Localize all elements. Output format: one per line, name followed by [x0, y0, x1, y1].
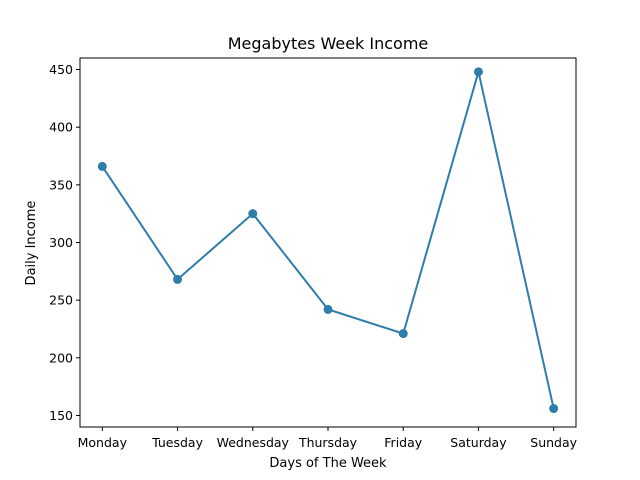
y-axis: 150 200 250 300 350 400 450 [49, 62, 80, 423]
x-tick-label: Wednesday [217, 435, 290, 450]
y-tick-label: 400 [49, 120, 73, 135]
plot-area [79, 57, 577, 428]
data-point [549, 404, 559, 414]
chart-title: Megabytes Week Income [228, 34, 429, 53]
x-tick-label: Thursday [298, 435, 358, 450]
x-axis: Monday Tuesday Wednesday Thursday Friday Satu… [78, 427, 578, 450]
x-tick-label: Friday [384, 435, 422, 450]
series-line [101, 71, 555, 409]
data-point [323, 304, 333, 314]
y-tick-label: 250 [49, 293, 73, 308]
data-point [97, 161, 107, 171]
x-tick-label: Tuesday [151, 435, 203, 450]
y-tick-label: 300 [49, 235, 73, 250]
y-tick-label: 450 [49, 62, 73, 77]
data-point [398, 329, 408, 339]
x-tick-label: Sunday [530, 435, 577, 450]
x-axis-label: Days of The Week [269, 456, 387, 471]
x-tick-label: Saturday [450, 435, 507, 450]
y-tick-label: 350 [49, 177, 73, 192]
data-point [173, 274, 183, 284]
data-point [473, 67, 483, 77]
plot-frame [79, 57, 577, 428]
x-tick-label: Monday [78, 435, 128, 450]
series-layer [97, 67, 559, 414]
y-tick-label: 200 [49, 350, 73, 365]
data-point [248, 209, 258, 219]
y-tick-label: 150 [49, 408, 73, 423]
y-axis-label: Daily Income [24, 201, 39, 286]
